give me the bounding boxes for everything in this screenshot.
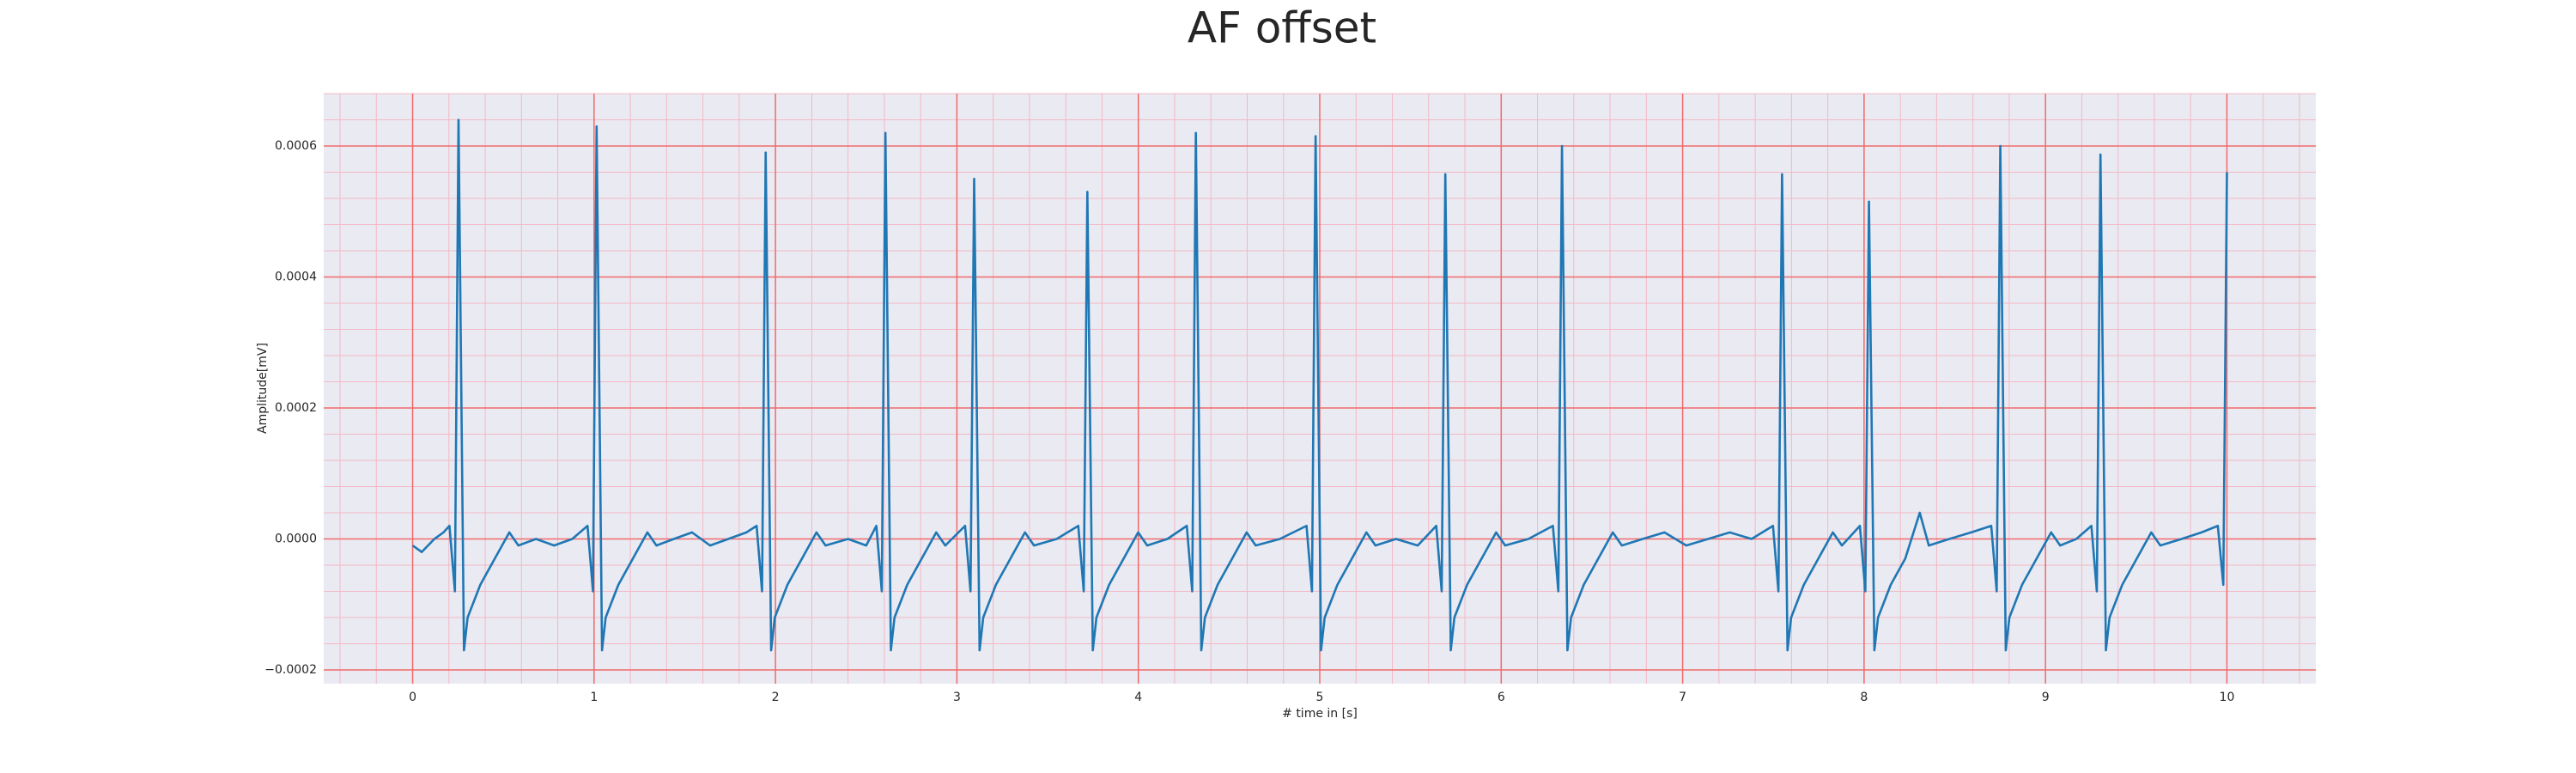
ecg-line <box>411 119 2228 652</box>
y-axis-label: Amplitude[mV] <box>256 343 270 434</box>
y-tick-label: 0.0000 <box>275 532 317 545</box>
chart-title: AF offset <box>1188 3 1376 53</box>
x-tick-label: 6 <box>1498 691 1505 704</box>
x-tick-label: 4 <box>1134 691 1142 704</box>
x-tick-label: 2 <box>772 691 780 704</box>
y-tick-label: 0.0002 <box>275 401 317 415</box>
x-tick-label: 0 <box>409 691 416 704</box>
x-tick-label: 8 <box>1860 691 1868 704</box>
x-tick-label: 3 <box>953 691 961 704</box>
y-tick-label: 0.0004 <box>275 270 317 283</box>
x-tick-label: 10 <box>2220 691 2235 704</box>
x-tick-label: 7 <box>1679 691 1686 704</box>
y-tick-label: 0.0006 <box>275 139 317 153</box>
y-tick-label: −0.0002 <box>264 663 317 677</box>
x-axis-label: # time in [s] <box>1282 707 1358 721</box>
x-tick-label: 5 <box>1316 691 1324 704</box>
x-tick-label: 9 <box>2042 691 2050 704</box>
x-tick-label: 1 <box>590 691 598 704</box>
